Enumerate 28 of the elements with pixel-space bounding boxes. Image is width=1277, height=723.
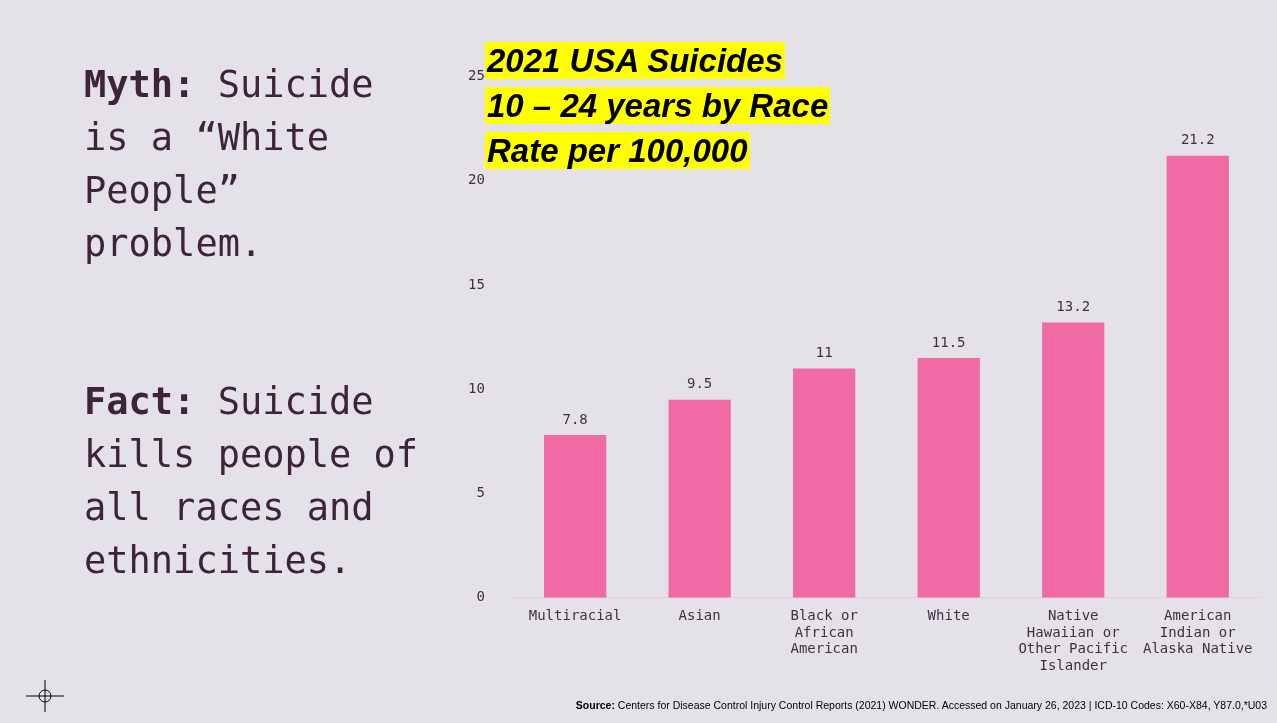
x-tick-label: Native Hawaiian or Other Pacific Islander (1018, 606, 1128, 674)
bar (793, 368, 856, 598)
y-tick-label: 0 (476, 588, 485, 605)
text: Fact: Suicide kills people of all races and ethnicities. (84, 379, 420, 584)
data-label: 7.8 (562, 410, 588, 427)
x-tick-label: Black or African American (790, 606, 858, 657)
source-note: Source: Centers for Disease Control Injury Control Reports (2021) WONDER. Accessed on January 26, 2023 | ICD-10 Codes: X60-X84, Y87.0,*U03 (575, 699, 1267, 711)
chart-title: 2021 USA Suicides 10 – 24 years by Race Rate per 100,000 (485, 42, 830, 169)
y-tick-label: 15 (468, 275, 485, 292)
data-label: 13.2 (1056, 298, 1091, 315)
bar (543, 435, 607, 598)
data-label: 11 (815, 344, 833, 361)
bar (1166, 155, 1229, 598)
data-label: 9.5 (686, 375, 713, 392)
bar (917, 357, 980, 598)
data-label: 11.5 (931, 333, 966, 350)
text: Myth: Suicide is a “White People” problem. (84, 62, 375, 267)
x-tick-label: Multiracial (528, 606, 622, 623)
data-label: 21.2 (1180, 131, 1215, 148)
bar (1042, 322, 1105, 598)
y-tick-label: 20 (468, 171, 485, 188)
y-tick-label: 5 (476, 484, 485, 501)
x-tick-label: American Indian or Alaska Native (1142, 606, 1253, 657)
bar (668, 399, 731, 598)
x-tick-label: White (927, 606, 970, 623)
x-tick-label: Asian (678, 606, 721, 623)
y-tick-label: 25 (468, 67, 485, 84)
y-tick-label: 10 (468, 379, 485, 396)
